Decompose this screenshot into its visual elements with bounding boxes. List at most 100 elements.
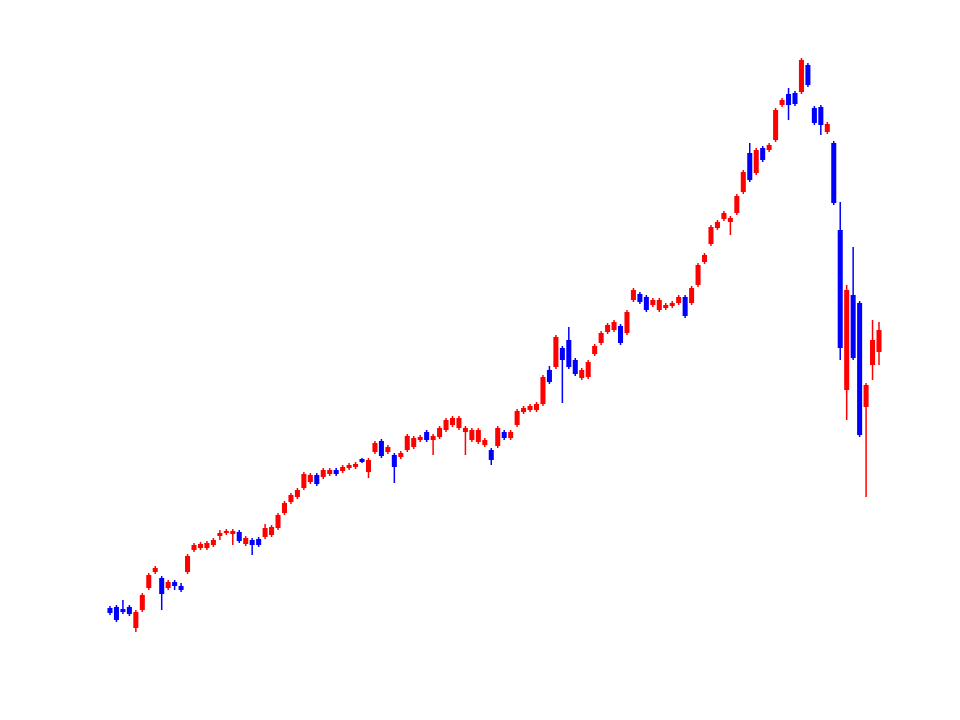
candle-body (605, 325, 611, 332)
candle-body (307, 475, 313, 482)
candle-body (682, 297, 688, 316)
candle-body (844, 290, 850, 390)
candle-body (811, 108, 817, 123)
candle-body (417, 437, 423, 440)
candle-body (365, 460, 372, 472)
candle-body (592, 346, 598, 354)
candle-body (146, 575, 152, 588)
candle-body (314, 475, 320, 484)
candle-body (617, 326, 624, 343)
candle-body (521, 408, 527, 412)
candle-body (501, 432, 507, 438)
candle-body (831, 143, 837, 203)
candle-body (857, 303, 863, 435)
candle-body (281, 503, 287, 513)
candle-body (650, 300, 656, 305)
candle-body (676, 297, 682, 303)
candle-body (437, 428, 443, 437)
candle-body (663, 305, 669, 308)
candle-body (495, 428, 501, 446)
candle-body (217, 533, 223, 536)
candle-body (133, 612, 139, 628)
candle-body (475, 430, 481, 442)
candle-body (747, 153, 753, 180)
candle-body (288, 495, 294, 502)
candle-body (301, 474, 307, 488)
candle-body (488, 450, 494, 460)
candle-body (172, 582, 178, 586)
candle-body (553, 337, 559, 367)
candle-body (786, 94, 792, 105)
candle-body (863, 385, 869, 407)
candle-body (411, 438, 417, 447)
candle-body (669, 303, 675, 306)
candle-body (340, 467, 346, 471)
candle-body (624, 312, 630, 333)
candle-body (469, 430, 475, 440)
candle-body (514, 411, 520, 425)
candle-body (210, 540, 216, 545)
candle-body (546, 370, 552, 382)
candle-body (566, 340, 572, 367)
candle-body (398, 453, 404, 457)
candle-body (689, 288, 695, 303)
candle-body (753, 150, 759, 173)
candle-body (152, 568, 158, 572)
candle-body (359, 459, 365, 462)
candle-body (656, 300, 662, 310)
candle-body (740, 172, 746, 192)
candle-body (204, 543, 210, 548)
candle-body (637, 294, 643, 302)
candle-body (456, 418, 462, 428)
candle-body (773, 110, 779, 140)
candle-body (223, 531, 229, 533)
candle-body (372, 443, 378, 452)
candle-body (630, 290, 636, 300)
candle-body (611, 322, 617, 330)
candle-body (449, 418, 456, 425)
candle-body (424, 432, 430, 440)
candle-body (404, 436, 410, 450)
candle-body (107, 608, 113, 613)
candle-body (695, 265, 701, 285)
candle-body (327, 470, 333, 474)
candle-body (139, 595, 145, 610)
candle-body (236, 532, 242, 541)
candle-body (508, 432, 514, 438)
candle-body (159, 578, 165, 594)
candle-body (165, 582, 171, 588)
candle-body (378, 441, 384, 456)
candle-body (197, 544, 203, 548)
candle-body (702, 255, 708, 262)
candle-body (540, 377, 546, 404)
candle-body (333, 470, 339, 474)
candle-body (533, 404, 540, 410)
candle-body (850, 295, 856, 358)
candle-body (256, 539, 262, 545)
candle-body (708, 227, 714, 244)
candle-body (385, 447, 391, 452)
candle-body (249, 540, 255, 545)
candle-body (760, 148, 766, 160)
candle-body (734, 196, 740, 213)
candle-body (275, 515, 281, 528)
candle-body (230, 531, 236, 534)
candle-body (714, 222, 720, 228)
candle-body (876, 330, 882, 352)
candle-body (837, 230, 843, 348)
candle-body (798, 60, 804, 92)
candle-body (294, 490, 300, 497)
candle-body (824, 124, 830, 132)
candle-body (818, 107, 824, 125)
candle-body (178, 586, 184, 590)
candle-body (269, 527, 275, 535)
candle-body (527, 406, 533, 410)
candle-body (792, 93, 798, 104)
candle-body (585, 362, 591, 377)
candle-body (126, 607, 132, 614)
candle-body (243, 538, 249, 544)
candle-body (779, 100, 785, 105)
candle-body (727, 218, 733, 222)
